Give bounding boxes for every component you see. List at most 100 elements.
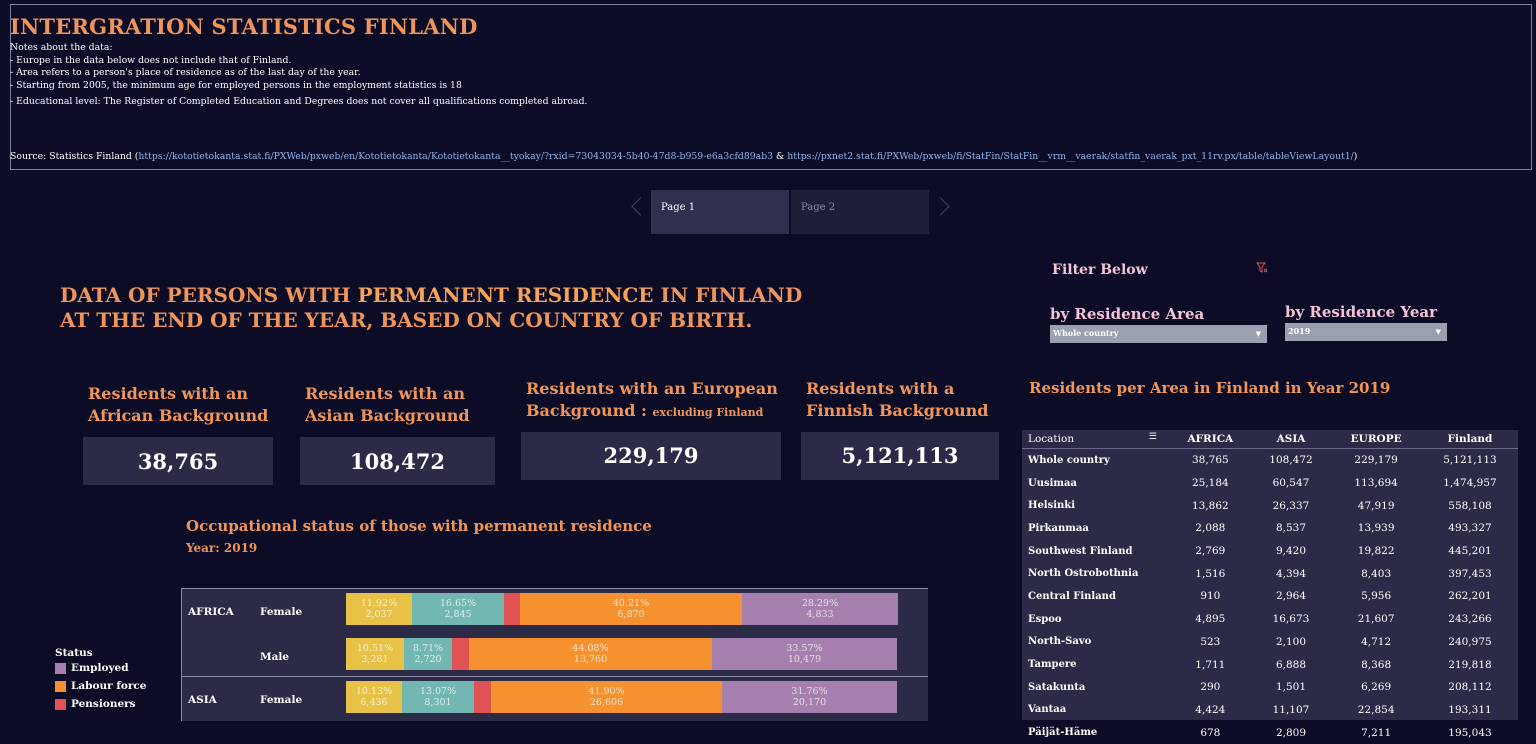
value-cell: 13,862 (1191, 499, 1229, 512)
kpi-asia-title: Residents with an Asian Background (305, 383, 470, 427)
tab-page-2[interactable]: Page 2 (791, 190, 929, 234)
column-header[interactable]: EUROPE (1330, 430, 1422, 449)
bar-segment[interactable]: 13.07% 8,301 (402, 681, 474, 713)
segment-value: 8,301 (424, 697, 452, 708)
table-row[interactable]: Helsinki 13,862 26,337 47,919 558,108 (1022, 494, 1518, 517)
table-row[interactable]: Tampere 1,711 6,888 8,368 219,818 (1022, 653, 1518, 676)
value-cell: 5,121,113 (1443, 454, 1497, 467)
page-navigator: Page 1 Page 2 (626, 190, 956, 234)
chevron-left-icon[interactable] (631, 197, 650, 216)
table-row[interactable]: North-Savo 523 2,100 4,712 240,975 (1022, 631, 1518, 654)
source-link-2[interactable]: https://pxnet2.stat.fi/PXWeb/pxweb/fi/St… (787, 151, 1354, 162)
bar-segment[interactable]: 44.08% 13,760 (469, 638, 712, 670)
page-title: INTERGRATION STATISTICS FINLAND (10, 14, 478, 39)
kpi-title-line: Residents with an European (526, 379, 778, 398)
legend-item[interactable]: Labour force (55, 677, 146, 695)
value-cell: 25,184 (1191, 477, 1229, 490)
segment-percent: 16.65% (439, 598, 477, 609)
value-cell: 6,269 (1361, 681, 1392, 694)
table-row[interactable]: Päijät-Häme 678 2,809 7,211 195,043 (1022, 721, 1518, 744)
segment-percent: 10.51% (356, 643, 394, 654)
source-link-1[interactable]: https://kototietokanta.stat.fi/PXWeb/pxw… (138, 151, 774, 162)
bar-segment[interactable]: 33.57% 10,479 (712, 638, 897, 670)
table-row[interactable]: Satakunta 290 1,501 6,269 208,112 (1022, 676, 1518, 699)
segment-value: 2,037 (365, 609, 393, 620)
tab-page-1-label: Page 1 (661, 202, 696, 213)
legend-title: Status (55, 647, 93, 659)
value-cell: 243,266 (1448, 613, 1492, 626)
value-cell: 9,420 (1275, 545, 1307, 558)
value-cell: 229,179 (1354, 454, 1398, 467)
legend-label: Pensioners (71, 698, 136, 710)
sort-icon[interactable]: ☰ (1148, 432, 1157, 442)
sex-label: Female (260, 606, 303, 618)
legend-swatch (55, 680, 66, 692)
kpi-asia-value: 108,472 (300, 437, 495, 485)
value-cell: 22,854 (1357, 703, 1395, 716)
value-cell: 108,472 (1269, 454, 1313, 467)
segment-value: 3,281 (361, 654, 389, 665)
bar-segment[interactable]: 31.76% 20,170 (722, 681, 897, 713)
bar-segment[interactable]: 10.51% 3,281 (346, 638, 404, 670)
legend-item[interactable]: Pensioners (55, 695, 146, 713)
value-cell: 2,964 (1275, 590, 1307, 603)
bar-segment[interactable]: 8.71% 2,720 (404, 638, 452, 670)
bar-segment[interactable]: 28.29% 4,833 (742, 593, 898, 625)
value-cell: 8,403 (1361, 567, 1392, 580)
kpi-finland-title: Residents with a Finnish Background (806, 378, 988, 422)
column-header[interactable]: AFRICA (1169, 430, 1252, 449)
table-row[interactable]: Whole country 38,765 108,472 229,179 5,121,1… (1022, 449, 1518, 472)
table-row[interactable]: Southwest Finland 2,769 9,420 19,822 445,201 (1022, 540, 1518, 563)
sex-label: Male (260, 651, 290, 663)
year-select[interactable]: 2019 ▼ (1285, 323, 1447, 341)
column-header[interactable]: Location ☰ (1022, 430, 1169, 449)
bar-segment[interactable] (504, 593, 520, 625)
tab-page-2-label: Page 2 (801, 202, 836, 213)
location-cell: North-Savo (1028, 636, 1092, 648)
segment-value: 20,170 (792, 697, 827, 708)
headline-text: DATA OF PERSONS WITH (60, 283, 358, 307)
filter-heading: Filter Below (1052, 262, 1148, 278)
value-cell: 262,201 (1448, 590, 1492, 603)
legend-label: Employed (71, 662, 129, 674)
chevron-right-icon[interactable] (931, 197, 950, 216)
bar-segment[interactable]: 41.90% 26,606 (491, 681, 722, 713)
legend-item[interactable]: Employed (55, 659, 146, 677)
region-label: ASIA (188, 694, 217, 706)
tab-page-1[interactable]: Page 1 (651, 190, 789, 234)
value-cell: 113,694 (1354, 477, 1398, 490)
location-cell: Vantaa (1028, 704, 1067, 716)
column-header[interactable]: Finland (1421, 430, 1518, 449)
value-cell: 2,100 (1275, 635, 1307, 648)
value-cell: 7,211 (1361, 726, 1392, 739)
table-row[interactable]: North Ostrobothnia 1,516 4,394 8,403 397,453 (1022, 562, 1518, 585)
location-cell: Uusimaa (1028, 477, 1077, 489)
note-line: - Starting from 2005, the minimum age fo… (10, 79, 462, 91)
kpi-title-line: Residents with an (88, 384, 248, 403)
source-suffix: ) (1353, 151, 1358, 162)
legend-swatch (55, 662, 66, 674)
bar-segment[interactable] (452, 638, 469, 670)
area-select[interactable]: Whole country ▼ (1050, 325, 1267, 343)
segment-value: 6,436 (360, 697, 388, 708)
table-row[interactable]: Vantaa 4,424 11,107 22,854 193,311 (1022, 699, 1518, 722)
table-row[interactable]: Central Finland 910 2,964 5,956 262,201 (1022, 585, 1518, 608)
bar-segment[interactable]: 16.65% 2,845 (412, 593, 504, 625)
table-row[interactable]: Pirkanmaa 2,088 8,537 13,939 493,327 (1022, 517, 1518, 540)
table-row[interactable]: Uusimaa 25,184 60,547 113,694 1,474,957 (1022, 472, 1518, 495)
value-cell: 47,919 (1357, 499, 1395, 512)
occupation-chart-title: Occupational status of those with perman… (186, 517, 652, 535)
table-row[interactable]: Espoo 4,895 16,673 21,607 243,266 (1022, 608, 1518, 631)
bar-segment[interactable]: 10.13% 6,436 (346, 681, 402, 713)
bar-segment[interactable] (474, 681, 491, 713)
note-line: - Educational level: The Register of Com… (10, 96, 588, 107)
sex-label: Female (260, 694, 303, 706)
column-header[interactable]: ASIA (1251, 430, 1331, 449)
value-cell: 208,112 (1448, 681, 1492, 694)
value-cell: 195,043 (1448, 726, 1492, 739)
bar-segment[interactable]: 40.21% 6,870 (520, 593, 742, 625)
segment-percent: 44.08% (572, 643, 609, 654)
kpi-europe-title: Residents with an European Background : … (526, 378, 778, 424)
bar-segment[interactable]: 11.92% 2,037 (346, 593, 412, 625)
clear-filter-icon[interactable] (1256, 259, 1268, 273)
